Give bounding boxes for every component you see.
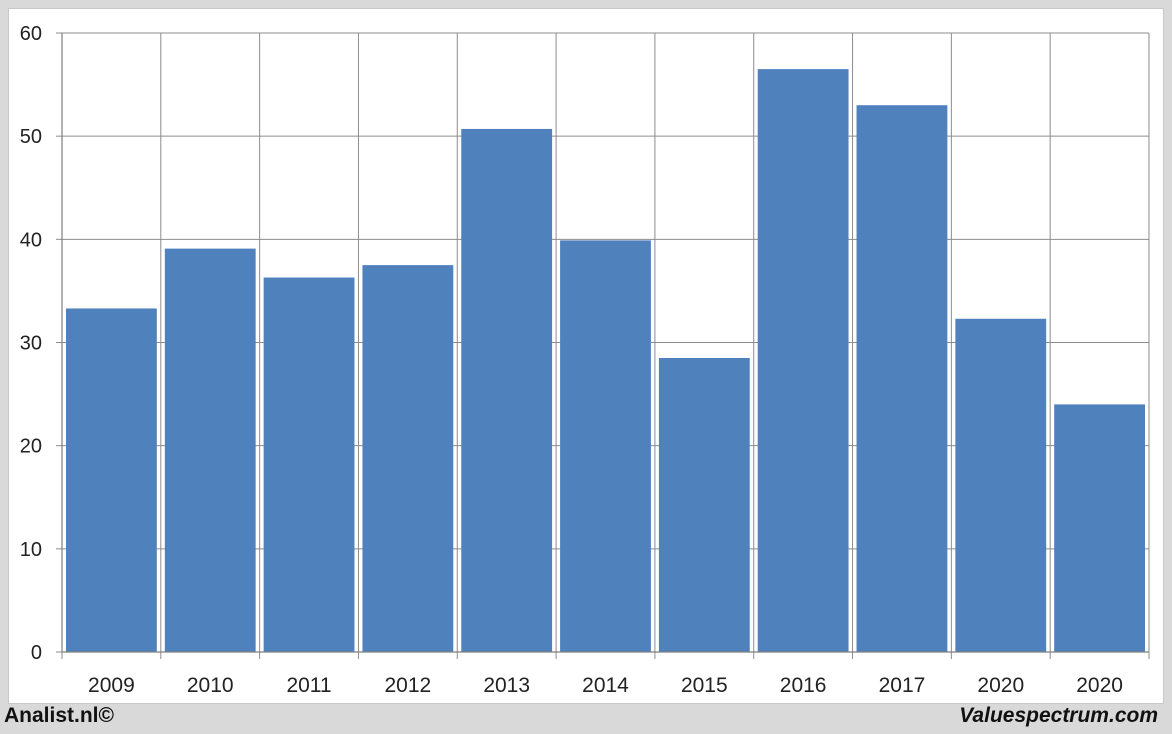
x-tick-label: 2009 (88, 674, 135, 697)
y-tick-label: 30 (20, 333, 42, 355)
y-tick-label: 20 (20, 436, 42, 458)
x-tick-label: 2016 (780, 674, 827, 697)
x-tick-label: 2013 (483, 674, 530, 697)
bar-2016 (757, 69, 849, 652)
bar-2011 (263, 277, 355, 652)
x-tick-label: 2020 (1076, 674, 1123, 697)
y-tick-label: 40 (20, 229, 42, 251)
y-tick-label: 0 (31, 642, 42, 664)
x-tick-label: 2011 (286, 674, 331, 697)
y-tick-label: 50 (20, 126, 42, 148)
bar-2015 (658, 357, 750, 652)
bar-2020 (955, 318, 1047, 652)
x-tick-label: 2014 (582, 674, 629, 697)
y-tick-label: 60 (20, 23, 42, 45)
bar-2010 (164, 248, 256, 652)
bar-2013 (461, 128, 553, 652)
bar-2009 (66, 308, 157, 652)
bar-2014 (560, 240, 651, 653)
footer-source-label: Analist.nl© (4, 704, 114, 727)
footer-brand-label: Valuespectrum.com (959, 704, 1158, 727)
bar-2017 (856, 105, 948, 652)
axis-layer: 0 10 20 30 40 50 60 2009 2010 2011 2012 2013 2014 201… (20, 23, 1149, 697)
y-tick-label: 10 (20, 539, 42, 561)
x-tick-label: 2012 (385, 674, 432, 697)
x-tick-label: 2020 (977, 674, 1024, 697)
bar-layer (66, 69, 1145, 653)
bar-2020 (1054, 404, 1145, 652)
x-tick-label: 2017 (879, 674, 926, 697)
x-tick-label: 2010 (187, 674, 234, 697)
x-tick-label: 2015 (681, 674, 728, 697)
bar-2012 (362, 265, 454, 652)
